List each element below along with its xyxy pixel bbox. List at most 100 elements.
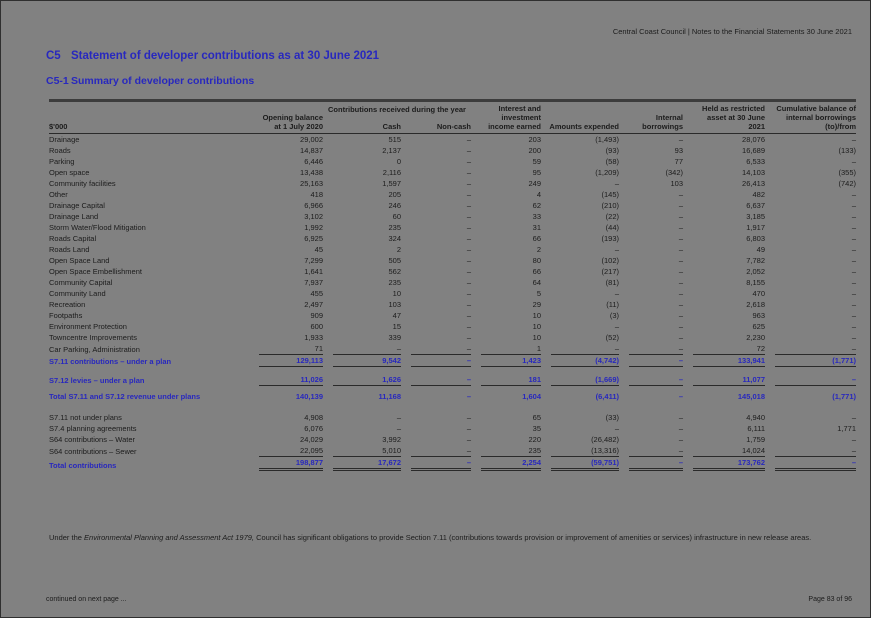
value-cell: – <box>466 435 471 444</box>
value-cell: 455 <box>310 289 323 298</box>
value-cell: 2,052 <box>746 267 765 276</box>
row-label: S7.4 planning agreements <box>49 424 137 433</box>
value-cell: – <box>614 179 619 188</box>
column-header-internal-borrowings: Internal borrowings <box>619 100 683 134</box>
value-cell: – <box>765 445 856 457</box>
value-cell: 145,018 <box>737 392 765 401</box>
value-cell: (210) <box>601 201 619 210</box>
section-title-text: Statement of developer contributions as … <box>71 50 380 62</box>
value-cell: 71 <box>249 343 323 355</box>
table-row: Storm Water/Flood Mitigation 1,992 235 – 31 (… <box>49 222 856 233</box>
value-cell: – <box>678 333 683 342</box>
value-cell: 59 <box>532 157 541 166</box>
value-cell: (742) <box>838 179 856 188</box>
row-label: Open Space Land <box>49 256 110 265</box>
value-cell: – <box>851 267 856 276</box>
value-cell: 3,185 <box>746 212 765 221</box>
value-cell: 60 <box>392 212 401 221</box>
value-cell: – <box>851 413 856 422</box>
value-cell: – <box>678 201 683 210</box>
value-cell: 505 <box>388 256 401 265</box>
value-cell: (1,771) <box>765 355 856 367</box>
value-cell: – <box>466 311 471 320</box>
table-row: S7.11 contributions – under a plan 129,11… <box>49 355 856 367</box>
value-cell: – <box>851 234 856 243</box>
value-cell: 0 <box>396 157 401 166</box>
value-cell: 562 <box>388 267 401 276</box>
value-cell: – <box>401 374 471 386</box>
spacer-row <box>49 402 856 412</box>
value-cell: 14,837 <box>300 146 323 155</box>
table-row: Other 418 205 – 4 (145) – 482 – <box>49 189 856 200</box>
table-row: Open space 13,438 2,116 – 95 (1,209) (342) 14,1… <box>49 167 856 178</box>
value-cell: – <box>396 413 401 422</box>
row-label: Drainage <box>49 135 80 144</box>
value-cell: 2 <box>396 245 401 254</box>
value-cell: 173,762 <box>683 457 765 471</box>
value-cell: – <box>466 212 471 221</box>
footnote-act-name: Environmental Planning and Assessment Ac… <box>84 532 254 542</box>
value-cell: (4,742) <box>541 355 619 367</box>
contributions-table: $'000 Opening balance at 1 July 2020 Cas… <box>49 99 856 471</box>
value-cell: 418 <box>310 190 323 199</box>
table-row: Total S7.11 and S7.12 revenue under plan… <box>49 391 856 402</box>
value-cell: – <box>466 322 471 331</box>
table-row: Community facilities 25,163 1,597 – 249 – 103 2… <box>49 178 856 189</box>
value-cell: 2,137 <box>382 146 401 155</box>
value-cell: – <box>851 333 856 342</box>
value-cell: 6,637 <box>746 201 765 210</box>
column-header-non-cash: Non-cash <box>401 100 471 134</box>
value-cell: 5,010 <box>323 445 401 457</box>
table-row: Open Space Embellishment 1,641 562 – 66 (217)… <box>49 266 856 277</box>
value-cell: – <box>466 392 471 401</box>
value-cell: 205 <box>388 190 401 199</box>
row-label: S7.11 contributions – under a plan <box>49 357 172 366</box>
row-label: Towncentre Improvements <box>49 333 137 342</box>
value-cell: – <box>678 256 683 265</box>
unit-label: $'000 <box>49 100 249 134</box>
value-cell: – <box>765 457 856 471</box>
value-cell: – <box>466 256 471 265</box>
value-cell: – <box>466 146 471 155</box>
value-cell: 470 <box>752 289 765 298</box>
value-cell: 7,782 <box>746 256 765 265</box>
value-cell: (26,482) <box>591 435 619 444</box>
value-cell: 1,604 <box>522 392 541 401</box>
value-cell: 26,413 <box>742 179 765 188</box>
value-cell: – <box>678 267 683 276</box>
value-cell: – <box>541 343 619 355</box>
value-cell: 14,024 <box>683 445 765 457</box>
row-label: Recreation <box>49 300 86 309</box>
row-label: S64 contributions – Water <box>49 435 136 444</box>
running-header: Central Coast Council | Notes to the Fin… <box>612 27 852 36</box>
value-cell: 25,163 <box>300 179 323 188</box>
value-cell: 133,941 <box>683 355 765 367</box>
row-label: Community Capital <box>49 278 113 287</box>
value-cell: – <box>466 190 471 199</box>
value-cell: – <box>678 424 683 433</box>
row-label: Open Space Embellishment <box>49 267 142 276</box>
value-cell: (58) <box>605 157 619 166</box>
value-cell: (217) <box>601 267 619 276</box>
value-cell: (193) <box>601 234 619 243</box>
value-cell: – <box>396 424 401 433</box>
value-cell: – <box>678 212 683 221</box>
value-cell: – <box>619 355 683 367</box>
value-cell: 200 <box>528 146 541 155</box>
section-title: C5 Statement of developer contributions a… <box>46 50 379 62</box>
value-cell: 16,689 <box>742 146 765 155</box>
value-cell: – <box>466 289 471 298</box>
value-cell: 62 <box>532 201 541 210</box>
value-cell: 93 <box>674 146 683 155</box>
value-cell: 6,533 <box>746 157 765 166</box>
value-cell: 1,626 <box>323 374 401 386</box>
value-cell: – <box>851 245 856 254</box>
value-cell: 2,254 <box>471 457 541 471</box>
value-cell: – <box>466 413 471 422</box>
value-cell: 963 <box>752 311 765 320</box>
column-header-cumulative-borrowings: Cumulative balance of internal borrowing… <box>765 100 856 134</box>
column-header-held-restricted: Held as restricted asset at 30 June 2021 <box>683 100 765 134</box>
footnote-suffix: Council has significant obligations to p… <box>254 532 812 542</box>
value-cell: – <box>765 343 856 355</box>
value-cell: (6,411) <box>595 392 619 401</box>
